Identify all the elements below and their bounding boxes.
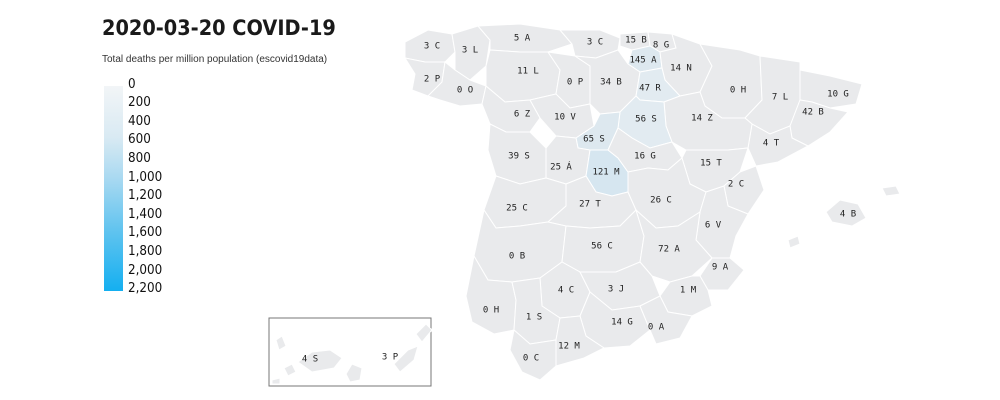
legend-label: 400 [128,114,151,129]
legend-label: 1,800 [128,244,163,259]
island-menorca [881,185,901,197]
province-label: 0 P [567,78,584,88]
province-label: 72 A [658,245,680,255]
province-label: 14 G [611,318,633,328]
legend-label: 800 [128,151,151,166]
island-ibiza [787,235,801,249]
province-label: 3 C [587,38,603,48]
province-label: 47 R [639,84,661,94]
province-label: 14 Z [691,114,713,124]
island-lagomera [283,363,297,377]
province-label: 1 S [526,313,542,323]
province-label: 7 L [772,93,788,103]
province-label: 16 G [634,152,656,162]
province-malaga[interactable] [555,315,605,367]
island-lapalma [275,335,287,351]
province-label: 1 M [680,286,697,296]
province-label: 2 C [728,180,744,190]
province-label: 27 T [579,200,601,210]
province-label: 42 B [802,108,824,118]
province-label: 15 B [625,36,647,46]
province-label: 10 V [554,113,576,123]
province-label: 9 A [712,263,729,273]
province-ourense[interactable] [427,61,487,107]
province-label: 0 O [457,86,473,96]
province-label: 3 J [608,285,624,295]
legend-label: 0 [128,77,136,92]
province-label: 10 G [827,90,849,100]
province-label: 65 S [583,135,605,145]
island-hierro [271,377,281,385]
province-santacruz[interactable] [297,349,343,373]
island-fuerteventura [393,345,419,373]
province-label: 0 B [509,252,525,262]
province-almeria[interactable] [639,295,693,345]
legend-label: 1,600 [128,225,163,240]
province-label: 3 L [462,46,478,56]
province-label: 25 C [506,204,528,214]
province-label: 25 Á [550,161,572,173]
province-label: 0 C [523,354,539,364]
province-label: 2 P [424,75,441,85]
province-label: 3 P [382,353,399,363]
province-label: 6 Z [514,110,531,120]
province-label: 4 T [763,139,780,149]
province-label: 12 M [558,342,580,352]
map-title: 2020-03-20 COVID-19 [102,16,336,40]
province-label: 5 A [514,34,531,44]
province-label: 0 H [730,86,746,96]
legend-color-bar [104,86,123,291]
province-baleares[interactable] [825,199,867,227]
province-label: 56 C [591,242,613,252]
map-subtitle: Total deaths per million population (esc… [102,54,328,65]
legend-label: 2,200 [128,281,163,296]
legend-label: 1,200 [128,188,163,203]
province-label: 0 H [483,306,499,316]
legend-label: 1,400 [128,207,163,222]
province-label: 3 C [424,42,440,52]
province-label: 39 S [508,152,530,162]
province-label: 56 S [635,115,657,125]
province-label: 145 A [629,56,657,66]
province-label: 15 T [700,159,722,169]
province-label: 11 L [517,67,539,77]
province-tarragona[interactable] [747,123,810,167]
province-label: 4 C [558,286,574,296]
province-cadiz[interactable] [509,329,557,381]
island-lanzarote [415,323,433,343]
legend-label: 2,000 [128,263,163,278]
province-label: 0 A [648,323,665,333]
legend-label: 1,000 [128,170,163,185]
province-label: 4 S [302,355,318,365]
province-huesca[interactable] [699,43,763,119]
province-label: 26 C [650,196,672,206]
legend-label: 600 [128,132,151,147]
province-label: 121 M [592,168,620,178]
province-label: 8 G [653,41,669,51]
legend-label: 200 [128,95,151,110]
province-label: 4 B [840,210,856,220]
province-label: 6 V [705,221,722,231]
province-label: 14 N [670,64,692,74]
province-label: 34 B [600,78,622,88]
province-albacete[interactable] [634,208,713,283]
province-laspalmas[interactable] [345,363,363,383]
